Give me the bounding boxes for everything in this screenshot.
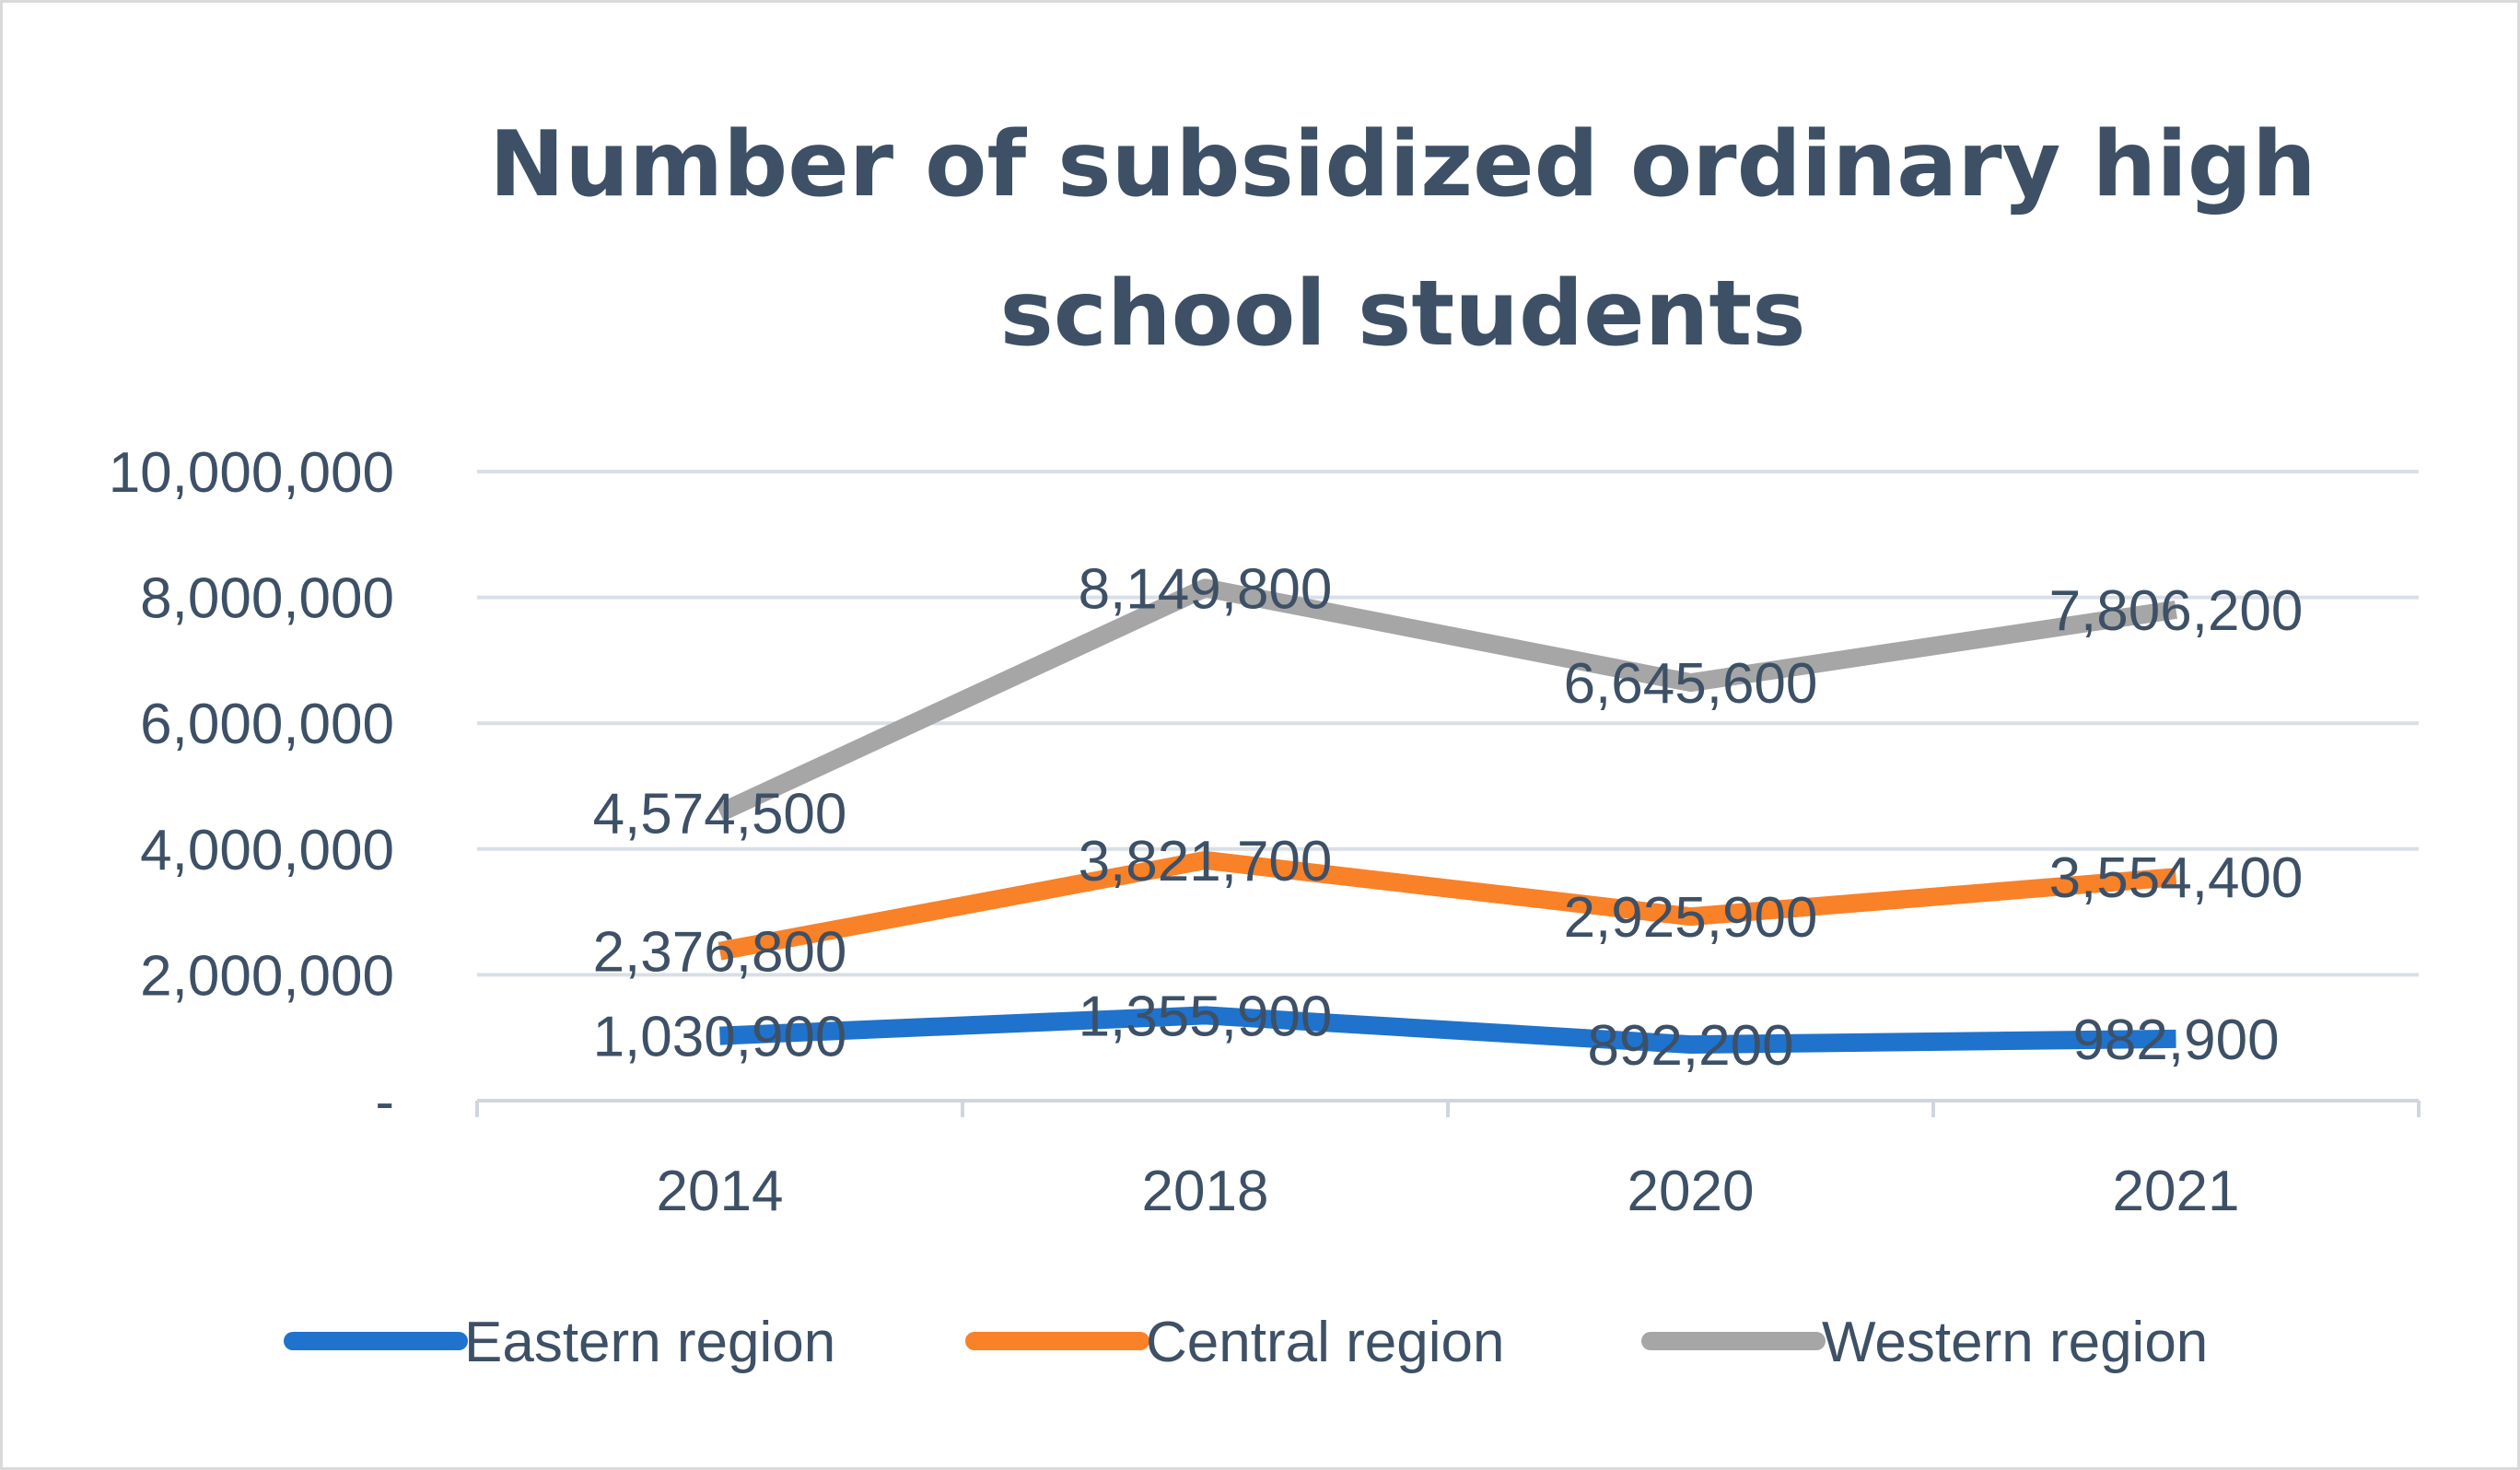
data-label: 3,554,400 bbox=[2049, 846, 2304, 910]
chart-title-line-2: school students bbox=[999, 262, 1805, 367]
x-tick-label: 2014 bbox=[657, 1160, 784, 1223]
data-label: 982,900 bbox=[2072, 1009, 2279, 1072]
chart-title: Number of subsidized ordinary high schoo… bbox=[489, 112, 2316, 367]
data-labels: 1,030,900 1,355,900 892,200 982,900 2,376,80… bbox=[593, 557, 2304, 1078]
data-label: 8,149,800 bbox=[1079, 557, 1333, 621]
chart-title-line-1: Number of subsidized ordinary high bbox=[489, 112, 2316, 217]
data-label: 7,806,200 bbox=[2049, 579, 2304, 643]
y-axis-ticks: - 2,000,000 4,000,000 6,000,000 8,000,000 10,… bbox=[109, 441, 394, 1134]
y-tick-label: 6,000,000 bbox=[140, 693, 394, 756]
data-label: 4,574,500 bbox=[593, 783, 847, 846]
series-lines bbox=[716, 578, 2177, 1055]
legend-label: Central region bbox=[1146, 1311, 1504, 1374]
x-tick-label: 2018 bbox=[1142, 1160, 1269, 1223]
data-label: 1,355,900 bbox=[1079, 985, 1333, 1048]
series-line-1 bbox=[718, 850, 2177, 961]
legend: Eastern region Central region Western regi… bbox=[284, 1311, 2208, 1374]
data-label: 3,821,700 bbox=[1079, 830, 1333, 893]
gridlines bbox=[477, 470, 2419, 977]
y-tick-label: 10,000,000 bbox=[109, 441, 394, 505]
axes bbox=[475, 1099, 2421, 1117]
series-line-2 bbox=[716, 578, 2177, 822]
y-tick-label: 4,000,000 bbox=[140, 819, 394, 882]
data-label: 6,645,600 bbox=[1564, 652, 1818, 716]
data-label: 2,925,900 bbox=[1564, 886, 1818, 950]
legend-label: Western region bbox=[1822, 1311, 2208, 1374]
x-tick-label: 2020 bbox=[1628, 1160, 1755, 1223]
legend-label: Eastern region bbox=[464, 1311, 835, 1374]
data-label: 1,030,900 bbox=[593, 1006, 847, 1069]
y-tick-label: - bbox=[375, 1070, 394, 1134]
x-axis-ticks: 2014 2018 2020 2021 bbox=[657, 1160, 2240, 1223]
data-label: 2,376,800 bbox=[593, 921, 847, 985]
series-line-0 bbox=[719, 1006, 2176, 1055]
y-tick-label: 2,000,000 bbox=[140, 944, 394, 1008]
y-tick-label: 8,000,000 bbox=[140, 567, 394, 631]
data-label: 892,200 bbox=[1587, 1014, 1793, 1078]
x-tick-label: 2021 bbox=[2113, 1160, 2240, 1223]
